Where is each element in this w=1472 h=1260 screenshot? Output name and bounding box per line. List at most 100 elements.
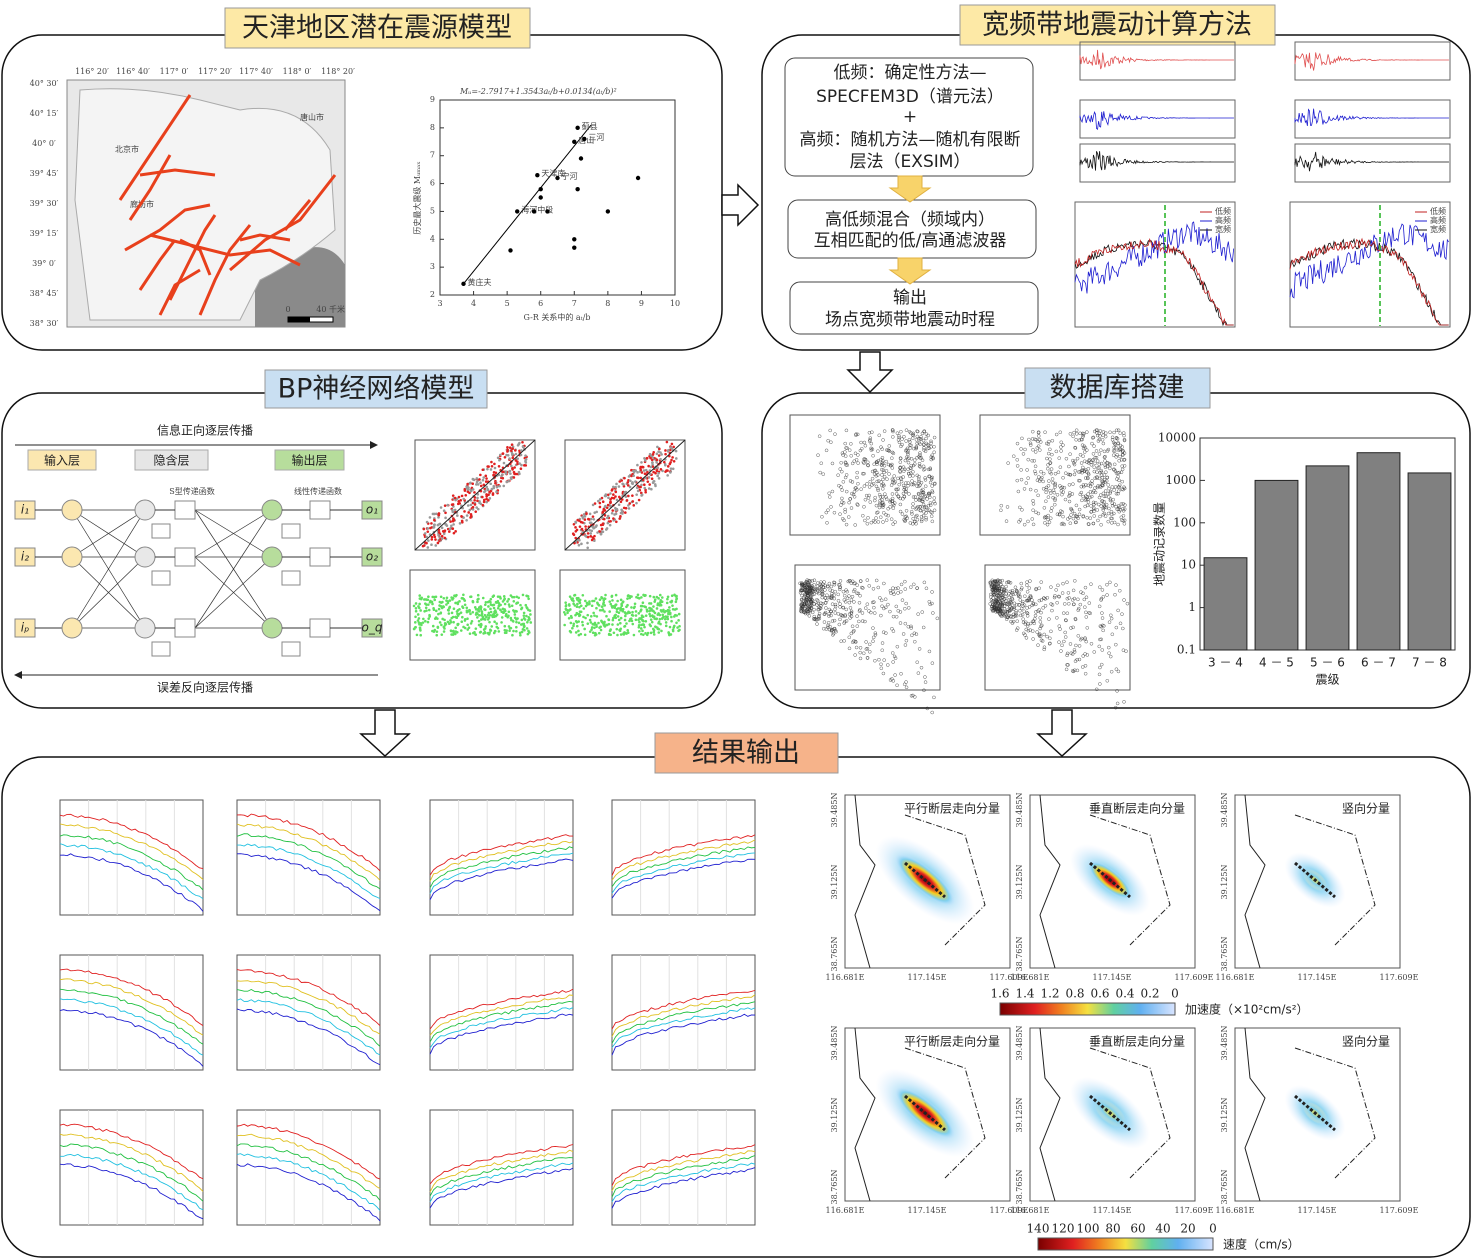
scatter-dot [867, 493, 871, 498]
scatter-dot [1048, 447, 1052, 452]
scatter-dot [1004, 588, 1008, 593]
scatter-dot [932, 499, 936, 504]
scatter-dot [1042, 506, 1047, 510]
scatter-dot [502, 461, 506, 465]
scatter-dot [1050, 477, 1055, 481]
scatter-dot [898, 509, 903, 514]
scatter-dot [492, 484, 496, 488]
scatter-dot [1055, 512, 1060, 516]
scatter-dot [1018, 609, 1022, 613]
scatter-dot [930, 484, 934, 488]
scatter-dot [908, 521, 913, 525]
scatter-dot [915, 484, 919, 488]
scatter-dot [878, 502, 882, 507]
scatter-dot [853, 523, 857, 527]
scatter-dot [572, 533, 576, 537]
scatter-dot [487, 605, 490, 608]
scatter-dot [1022, 522, 1027, 527]
scatter-dot [615, 610, 619, 614]
scatter-dot [1046, 484, 1051, 488]
scatter-dot [1078, 452, 1083, 457]
scatter-dot [816, 617, 820, 621]
scatter-dot [1097, 466, 1101, 470]
label: 118° 0′ [283, 67, 312, 76]
scatter-dot [999, 609, 1003, 613]
label: 互相匹配的低/高通滤波器 [814, 231, 1007, 251]
scatter-dot [1048, 641, 1052, 646]
scatter-dot [1116, 608, 1120, 613]
scatter-dot [858, 594, 862, 598]
scatter-dot [1105, 475, 1109, 480]
scatter-dot [880, 598, 884, 603]
scatter-dot [598, 626, 601, 629]
plot-frame [1289, 201, 1451, 328]
scatter-dot [900, 437, 904, 441]
scatter-dot [889, 483, 894, 487]
scatter-dot [991, 596, 995, 600]
scatter-dot [917, 647, 922, 651]
scatter-dot [1012, 605, 1016, 610]
scatter-dot [577, 629, 580, 633]
scatter-dot [1039, 634, 1043, 638]
scatter-dot [804, 598, 808, 602]
scatter-dot [999, 614, 1004, 618]
scatter-dot [609, 498, 612, 501]
scatter-dot [601, 500, 605, 503]
scatter-dot [481, 503, 485, 507]
label: 39° 30′ [30, 199, 59, 208]
scatter-dot [1109, 509, 1114, 514]
scatter-dot [663, 462, 667, 466]
scatter-dot [444, 511, 447, 515]
label: 速度（cm/s） [1223, 1237, 1300, 1252]
scatter-dot [1114, 492, 1119, 496]
scatter-dot [477, 597, 480, 601]
scatter-dot [623, 631, 626, 634]
scatter-dot [511, 456, 515, 460]
scatter-dot [663, 460, 666, 464]
scatter-dot [1015, 458, 1019, 462]
scatter-dot [824, 510, 828, 515]
scatter-dot [1084, 615, 1088, 619]
scatter-dot [1101, 595, 1106, 599]
scatter-dot [861, 586, 865, 590]
scatter-dot [1116, 474, 1120, 479]
spectrum [1289, 223, 1450, 299]
scatter-dot [854, 645, 859, 650]
curve [429, 1007, 574, 1049]
scatter-dot [1028, 621, 1033, 626]
scatter-dot [676, 626, 679, 629]
scatter-dot [1015, 478, 1019, 483]
scatter-dot [812, 587, 816, 591]
scatter-dot [830, 619, 835, 623]
scatter-dot [659, 451, 662, 454]
scatter-dot [831, 633, 835, 637]
scatter-dot [842, 639, 846, 643]
scatter-dot [601, 608, 605, 611]
scatter-dot [524, 603, 528, 607]
scatter-dot [522, 614, 526, 617]
scatter-dot [874, 578, 879, 583]
scatter-dot [820, 515, 824, 519]
scatter-dot [1035, 478, 1040, 482]
scatter-dot [412, 604, 416, 608]
scatter-dot [1031, 448, 1035, 452]
scatter-dot [437, 516, 440, 519]
scatter-dot [643, 459, 647, 462]
scatter-dot [1044, 499, 1048, 503]
scatter-dot [641, 633, 645, 637]
scatter-dot [452, 620, 455, 624]
scatter-dot [870, 476, 875, 481]
scatter-dot [655, 458, 659, 462]
scatter-dot [648, 602, 651, 605]
scatter-dot [1055, 493, 1060, 497]
label: 117.145E [1298, 973, 1337, 982]
scatter-dot [460, 494, 464, 498]
scatter-dot [671, 608, 675, 611]
scatter-dot [871, 639, 875, 643]
scatter-dot [1005, 505, 1010, 509]
label: 38° 30′ [30, 319, 59, 328]
scatter-dot [907, 472, 911, 476]
label: 38.765N [1220, 1170, 1229, 1205]
scatter-dot [834, 629, 838, 634]
scatter-dot [833, 607, 837, 612]
